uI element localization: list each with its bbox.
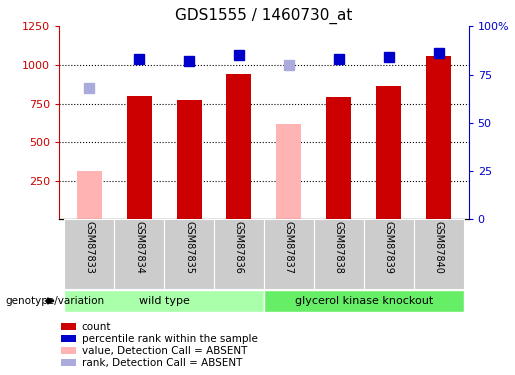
Text: glycerol kinase knockout: glycerol kinase knockout [295,296,433,306]
Bar [327,98,351,219]
Text: GSM87836: GSM87836 [234,222,244,274]
Bar [426,56,451,219]
Bar [64,219,114,289]
Bar [414,219,464,289]
Bar [314,219,364,289]
Text: GSM87835: GSM87835 [184,222,194,274]
Text: GSM87837: GSM87837 [284,222,294,274]
Bar [61,323,76,330]
Text: genotype/variation: genotype/variation [5,296,104,306]
Text: value, Detection Call = ABSENT: value, Detection Call = ABSENT [82,346,247,355]
Bar [127,96,151,219]
Text: count: count [82,322,111,332]
Text: GSM87839: GSM87839 [384,222,394,274]
Bar [277,124,301,219]
Text: GSM87840: GSM87840 [434,222,444,274]
Bar [61,335,76,342]
Text: GSM87834: GSM87834 [134,222,144,274]
Text: GSM87833: GSM87833 [84,222,94,274]
Bar [364,219,414,289]
Bar [227,74,251,219]
Bar [177,100,201,219]
Bar [376,86,401,219]
Bar [61,359,76,366]
Title: GDS1555 / 1460730_at: GDS1555 / 1460730_at [175,7,353,24]
Bar [64,290,264,312]
Text: rank, Detection Call = ABSENT: rank, Detection Call = ABSENT [82,357,242,368]
Text: wild type: wild type [139,296,190,306]
Text: percentile rank within the sample: percentile rank within the sample [82,334,258,344]
Bar [264,219,314,289]
Bar [164,219,214,289]
Text: GSM87838: GSM87838 [334,222,344,274]
Bar [114,219,164,289]
Bar [77,171,101,219]
Bar [214,219,264,289]
Bar [264,290,464,312]
Bar [61,347,76,354]
